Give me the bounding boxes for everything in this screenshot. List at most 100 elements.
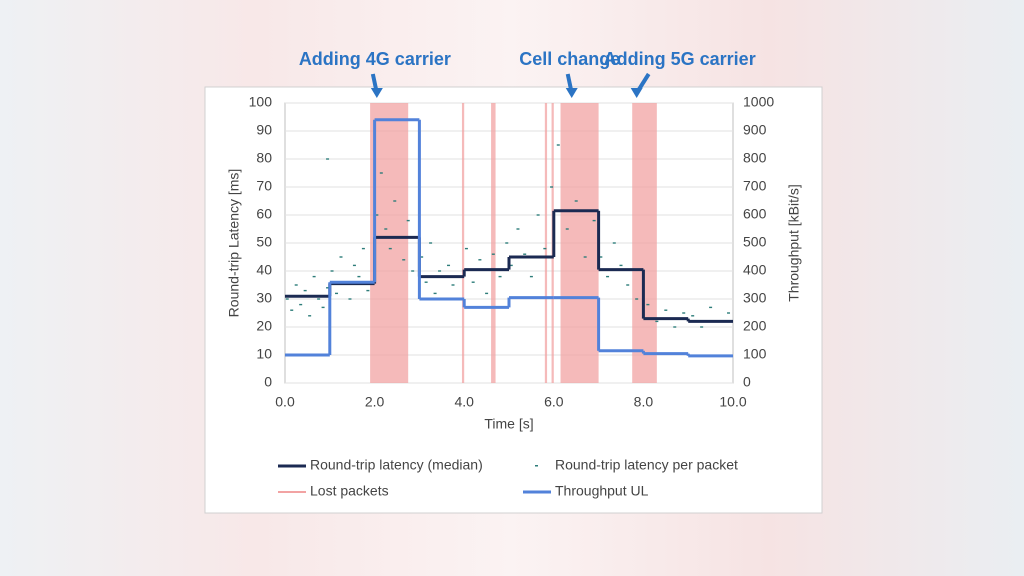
annotation: Adding 5G carrier <box>604 49 756 69</box>
packet-dot <box>709 306 713 309</box>
packet-dot <box>619 264 623 267</box>
x-tick-label: 6.0 <box>544 394 564 410</box>
packet-dot <box>464 247 468 250</box>
packet-dot <box>290 309 294 311</box>
x-axis-title: Time [s] <box>484 416 533 432</box>
annotation-arrowhead <box>370 88 383 98</box>
packet-dot <box>471 281 475 283</box>
packet-dot <box>384 228 388 230</box>
y2-tick-label: 0 <box>743 374 751 390</box>
y-tick-label: 40 <box>256 262 272 278</box>
packet-dot <box>626 284 630 286</box>
packet-dot <box>516 228 520 230</box>
y-tick-label: 70 <box>256 178 272 194</box>
packet-dot <box>429 242 433 244</box>
packet-dot <box>583 256 587 258</box>
y2-tick-label: 1000 <box>743 94 774 110</box>
y2-tick-label: 500 <box>743 234 767 250</box>
lost-packet-span <box>544 103 548 383</box>
y2-tick-label: 600 <box>743 206 767 222</box>
y-tick-label: 100 <box>249 94 273 110</box>
packet-dot <box>536 214 540 216</box>
packet-dot <box>673 326 677 328</box>
packet-dot <box>303 289 307 292</box>
y2-tick-label: 300 <box>743 290 767 306</box>
y-axis-title: Round-trip Latency [ms] <box>226 169 242 318</box>
packet-dot <box>556 144 560 146</box>
packet-dot <box>375 214 379 216</box>
y2-tick-label: 100 <box>743 346 767 362</box>
annotation-arrowhead <box>630 88 643 98</box>
packet-dot <box>379 172 383 174</box>
packet-dot <box>406 219 410 222</box>
packet-dot <box>330 270 334 272</box>
packet-dot <box>451 284 455 286</box>
x-tick-label: 4.0 <box>454 394 474 410</box>
packet-dot <box>424 281 428 283</box>
annotation: Cell change <box>519 49 620 69</box>
legend-label: Round-trip latency per packet <box>555 457 738 473</box>
packet-dot <box>285 298 289 300</box>
packet-dot <box>612 242 616 244</box>
legend-label: Round-trip latency (median) <box>310 457 483 473</box>
legend-label: Lost packets <box>310 483 389 499</box>
packet-dot <box>599 256 603 258</box>
packet-dot <box>339 256 343 258</box>
packet-dot <box>357 275 361 278</box>
packet-dot <box>326 158 330 160</box>
packet-dot <box>312 275 316 278</box>
packet-dot <box>447 264 451 267</box>
packet-dot <box>655 320 659 323</box>
packet-dot <box>700 326 704 328</box>
packet-dot <box>691 315 695 317</box>
packet-dot <box>498 275 502 278</box>
y-tick-label: 80 <box>256 150 272 166</box>
y2-tick-label: 700 <box>743 178 767 194</box>
packet-dot <box>635 298 639 300</box>
x-tick-label: 10.0 <box>719 394 746 410</box>
lost-packet-span <box>491 103 496 383</box>
lost-packet-span <box>461 103 465 383</box>
packet-dot <box>294 284 298 286</box>
y2-axis-title: Throughput [kBit/s] <box>786 184 802 302</box>
packet-dot <box>308 315 312 317</box>
packet-dot <box>326 287 330 289</box>
packet-dot <box>438 270 442 272</box>
lost-packet-span <box>560 103 599 383</box>
packet-dot <box>393 200 397 202</box>
y-tick-label: 20 <box>256 318 272 334</box>
x-tick-label: 8.0 <box>634 394 654 410</box>
y2-tick-label: 800 <box>743 150 767 166</box>
y-tick-label: 30 <box>256 290 272 306</box>
y-tick-label: 60 <box>256 206 272 222</box>
y-tick-label: 90 <box>256 122 272 138</box>
legend-swatch <box>535 465 538 467</box>
packet-dot <box>491 253 495 255</box>
packet-dot <box>529 275 533 278</box>
annotation-arrowhead <box>565 88 578 98</box>
x-tick-label: 2.0 <box>365 394 385 410</box>
packet-dot <box>682 312 686 314</box>
y-tick-label: 50 <box>256 234 272 250</box>
packet-dot <box>402 259 406 261</box>
packet-dot <box>299 303 303 306</box>
packet-dot <box>366 289 370 292</box>
packet-dot <box>523 253 527 255</box>
packet-dot <box>550 186 554 188</box>
packet-dot <box>388 247 392 250</box>
packet-dot <box>348 298 352 300</box>
packet-dot <box>420 256 424 258</box>
packet-dot <box>317 298 321 300</box>
packet-dot <box>509 264 513 267</box>
packet-dot <box>565 228 569 230</box>
packet-dot <box>592 219 596 222</box>
legend-label: Throughput UL <box>555 483 649 499</box>
packet-dot <box>361 247 365 250</box>
packet-dot <box>727 312 731 314</box>
chart-card <box>204 86 823 514</box>
y2-tick-label: 200 <box>743 318 767 334</box>
packet-dot <box>411 270 415 272</box>
annotation: Adding 4G carrier <box>299 49 451 69</box>
